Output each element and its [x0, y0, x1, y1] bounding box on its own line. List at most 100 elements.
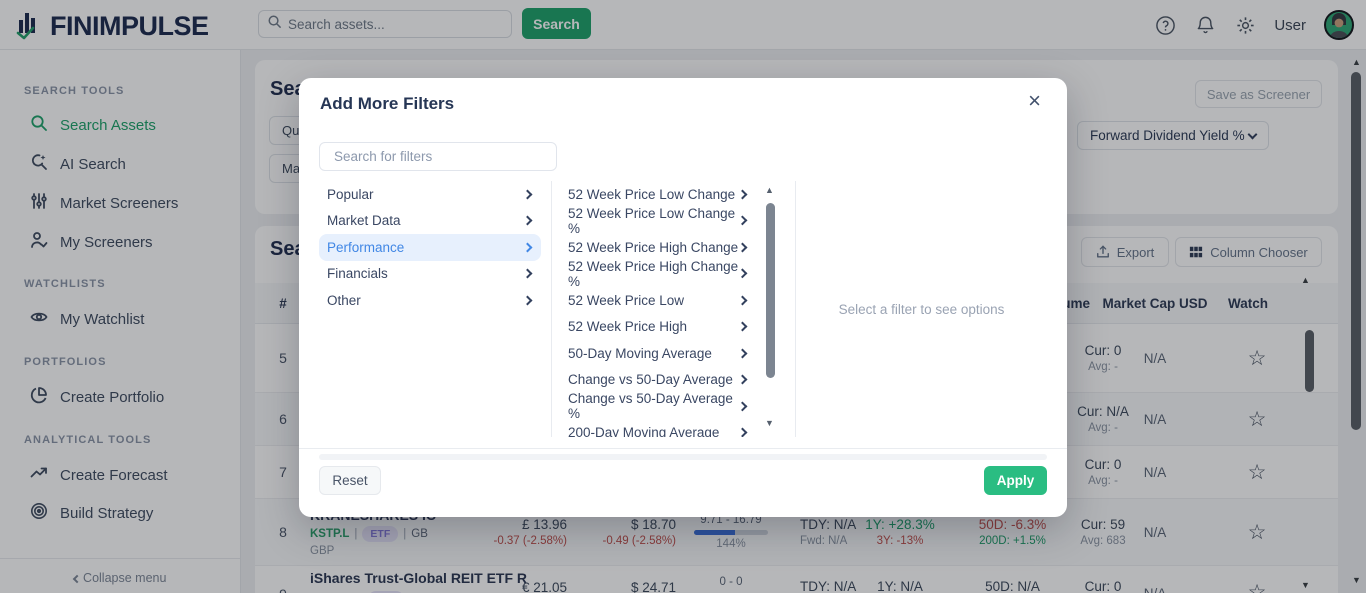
filter-category-performance[interactable]: Performance	[319, 234, 541, 261]
volume-current: Cur: 0	[1084, 579, 1122, 593]
sort-dropdown[interactable]: Forward Dividend Yield %	[1077, 121, 1269, 150]
price-local: € 21.05	[521, 580, 567, 593]
filter-option[interactable]: 50-Day Moving Average	[560, 340, 756, 367]
modal-column-divider	[795, 181, 796, 437]
sidebar-item-label: Create Forecast	[60, 466, 168, 484]
volume-current: Cur: 59	[1080, 517, 1126, 532]
brand-name: FINIMPULSE	[50, 11, 209, 41]
filter-option[interactable]: Change vs 50-Day Average %	[560, 391, 756, 421]
filter-list-scroll-down-icon[interactable]: ▼	[765, 418, 774, 428]
market-cap-value: N/A	[1144, 586, 1167, 593]
search-button[interactable]: Search	[522, 8, 591, 39]
return-forward: Fwd: N/A	[800, 535, 848, 547]
page-scroll-down-icon[interactable]: ▼	[1352, 575, 1361, 585]
filter-category-popular[interactable]: Popular	[319, 181, 541, 208]
range-52wk: 0 - 0	[719, 576, 743, 588]
filter-option[interactable]: 52 Week Price High Change %	[560, 259, 756, 289]
help-icon[interactable]	[1154, 14, 1176, 36]
page-scrollbar-thumb[interactable]	[1351, 72, 1361, 430]
sidebar-item-ai-search[interactable]: AI Search	[30, 153, 126, 175]
brand-logo[interactable]: FINIMPULSE	[16, 8, 209, 45]
row-index: 6	[279, 411, 287, 427]
sort-dropdown-value: Forward Dividend Yield %	[1090, 128, 1245, 143]
chevron-right-icon	[737, 348, 748, 359]
chevron-right-icon	[737, 374, 748, 385]
filter-category-market-data[interactable]: Market Data	[319, 208, 541, 235]
asset-currency: GBP	[310, 545, 335, 557]
collapse-menu-label: Collapse menu	[83, 571, 167, 585]
modal-column-divider	[551, 181, 552, 437]
save-as-screener-button[interactable]: Save as Screener	[1195, 80, 1322, 108]
category-label: Financials	[327, 266, 388, 282]
filter-option[interactable]: 52 Week Price High	[560, 314, 756, 341]
filter-option[interactable]: 52 Week Price Low Change	[560, 181, 756, 208]
volume-current: Cur: 0	[1084, 457, 1122, 472]
user-avatar[interactable]	[1324, 10, 1354, 40]
range-52wk: 9.71 - 16.79	[700, 514, 762, 526]
table-scrollbar-thumb[interactable]	[1305, 330, 1314, 392]
export-button[interactable]: Export	[1081, 237, 1169, 267]
filter-option[interactable]: 52 Week Price High Change	[560, 234, 756, 261]
return-1y: 1Y: N/A	[877, 579, 923, 593]
filter-search-input[interactable]	[319, 142, 557, 171]
filter-option[interactable]: Change vs 50-Day Average	[560, 367, 756, 394]
table-scroll-up-icon[interactable]: ▲	[1301, 275, 1310, 285]
watch-star-icon[interactable]: ☆	[1247, 520, 1267, 544]
modal-horizontal-scrollbar[interactable]	[319, 454, 1047, 460]
filter-option[interactable]: 200-Day Moving Average	[560, 420, 756, 437]
table-scroll-down-icon[interactable]: ▼	[1301, 580, 1310, 590]
modal-title: Add More Filters	[320, 94, 455, 113]
category-label: Other	[327, 292, 361, 308]
filter-category-financials[interactable]: Financials	[319, 261, 541, 288]
filter-label: Change vs 50-Day Average	[568, 372, 733, 388]
watch-star-icon[interactable]: ☆	[1247, 407, 1267, 431]
chevron-right-icon	[737, 427, 748, 437]
table-row[interactable]: 9 iShares Trust-Global REIT ETF R 4476.D…	[255, 566, 1338, 593]
filter-label: 52 Week Price Low Change	[568, 186, 736, 202]
filter-category-other[interactable]: Other	[319, 287, 541, 314]
row-index: 9	[279, 586, 287, 593]
columns-icon	[1190, 246, 1203, 258]
price-local: £ 13.96	[521, 517, 567, 532]
column-chooser-button[interactable]: Column Chooser	[1175, 237, 1322, 267]
chevron-right-icon	[737, 295, 748, 306]
notifications-bell-icon[interactable]	[1194, 14, 1216, 36]
modal-footer-divider	[299, 448, 1067, 449]
filter-label: 52 Week Price Low	[568, 292, 685, 308]
reset-button[interactable]: Reset	[319, 466, 381, 495]
sidebar-item-build-strategy[interactable]: Build Strategy	[30, 502, 153, 524]
filter-option[interactable]: 52 Week Price Low Change %	[560, 206, 756, 236]
page-scroll-up-icon[interactable]: ▲	[1352, 57, 1361, 67]
asset-search-input[interactable]	[288, 16, 503, 32]
filter-label: 52 Week Price High	[568, 319, 688, 335]
sidebar-item-create-forecast[interactable]: Create Forecast	[30, 464, 168, 486]
export-label: Export	[1116, 244, 1155, 260]
return-50d: 50D: -6.3%	[978, 517, 1047, 532]
collapse-menu-button[interactable]: Collapse menu	[0, 558, 240, 585]
sidebar-item-my-screeners[interactable]: My Screeners	[30, 231, 153, 253]
user-label: User	[1274, 16, 1306, 34]
sidebar-item-create-portfolio[interactable]: Create Portfolio	[30, 386, 164, 408]
sidebar-section-watchlists: WATCHLISTS	[24, 278, 106, 290]
return-200d: 200D: +1.5%	[979, 535, 1046, 547]
settings-gear-icon[interactable]	[1234, 14, 1256, 36]
market-cap-value: N/A	[1143, 464, 1167, 480]
watch-star-icon[interactable]: ☆	[1247, 346, 1267, 370]
filter-list-scrollbar-thumb[interactable]	[766, 203, 775, 378]
sidebar-item-market-screeners[interactable]: Market Screeners	[30, 192, 178, 214]
watch-star-icon[interactable]: ☆	[1247, 460, 1267, 484]
chevron-right-icon	[522, 215, 533, 226]
close-icon[interactable]: ×	[1028, 88, 1041, 113]
sidebar-section-search-tools: SEARCH TOOLS	[24, 85, 125, 97]
watch-star-icon[interactable]: ☆	[1247, 581, 1267, 593]
filter-label: 52 Week Price High Change	[568, 239, 739, 255]
sidebar-item-my-watchlist[interactable]: My Watchlist	[30, 308, 144, 330]
filter-list-scroll-up-icon[interactable]: ▲	[765, 185, 774, 195]
chevron-right-icon	[737, 189, 748, 200]
logo-icon	[16, 8, 46, 45]
filter-option[interactable]: 52 Week Price Low	[560, 287, 756, 314]
category-label: Performance	[327, 239, 405, 255]
apply-button[interactable]: Apply	[984, 466, 1047, 495]
sidebar-item-search-assets[interactable]: Search Assets	[30, 114, 156, 136]
